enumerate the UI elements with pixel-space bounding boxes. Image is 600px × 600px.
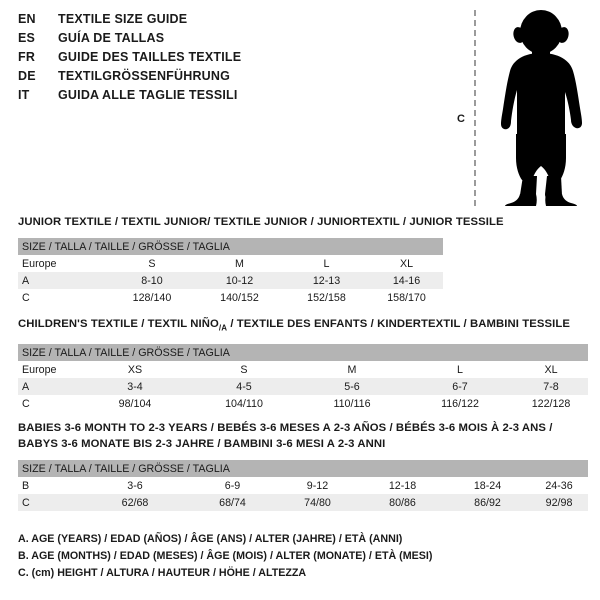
table-header-row: SIZE / TALLA / TAILLE / GRÖSSE / TAGLIA	[18, 344, 589, 362]
section-junior-textile: JUNIOR TEXTILE / TEXTIL JUNIOR/ TEXTILE …	[18, 214, 588, 306]
section-title-junior: JUNIOR TEXTILE / TEXTIL JUNIOR/ TEXTILE …	[18, 216, 504, 228]
table-row: C 128/140 140/152 152/158 158/170	[18, 289, 444, 306]
size-header-label: SIZE / TALLA / TAILLE / GRÖSSE / TAGLIA	[18, 460, 589, 477]
row-label: Europe	[18, 361, 80, 379]
height-dashed-line	[474, 10, 476, 206]
table-cell: 110/116	[298, 395, 406, 413]
table-row: C 62/68 68/74 74/80 80/86 86/92 92/98	[18, 494, 589, 511]
table-cell: 6-9	[190, 477, 275, 494]
table-cell: 128/140	[108, 289, 196, 306]
section-title-children-post: / TEXTILE DES ENFANTS / KINDERTEXTIL / B…	[227, 318, 571, 330]
language-title: TEXTILE SIZE GUIDE	[58, 12, 188, 26]
babies-size-table: SIZE / TALLA / TAILLE / GRÖSSE / TAGLIA …	[18, 460, 589, 511]
table-cell: S	[190, 361, 298, 379]
table-row: A 3-4 4-5 5-6 6-7 7-8	[18, 378, 589, 396]
table-cell: 80/86	[360, 494, 445, 511]
table-cell: 6-7	[406, 378, 514, 396]
language-title: TEXTILGRÖSSENFÜHRUNG	[58, 69, 231, 83]
table-cell: 12-13	[283, 272, 370, 289]
table-row: C 98/104 104/110 110/116 116/122 122/128	[18, 395, 589, 413]
table-row: Europe S M L XL	[18, 255, 444, 272]
toddler-silhouette-icon	[501, 10, 582, 206]
height-figure-block: C	[452, 8, 600, 206]
table-cell: 122/128	[514, 395, 589, 413]
row-label: Europe	[18, 255, 108, 272]
table-row: B 3-6 6-9 9-12 12-18 18-24 24-36	[18, 477, 589, 494]
table-cell: 4-5	[190, 378, 298, 396]
row-label: C	[18, 289, 108, 306]
table-cell: 14-16	[370, 272, 444, 289]
table-cell: XL	[370, 255, 444, 272]
language-code: FR	[18, 50, 36, 64]
size-header-label: SIZE / TALLA / TAILLE / GRÖSSE / TAGLIA	[18, 344, 589, 362]
table-cell: 86/92	[445, 494, 530, 511]
table-cell: XS	[80, 361, 190, 379]
table-header-row: SIZE / TALLA / TAILLE / GRÖSSE / TAGLIA	[18, 238, 444, 255]
table-header-row: SIZE / TALLA / TAILLE / GRÖSSE / TAGLIA	[18, 460, 589, 477]
table-cell: 7-8	[514, 378, 589, 396]
legend-line-b: B. AGE (MONTHS) / EDAD (MESES) / ÂGE (MO…	[18, 550, 433, 562]
section-title-children-pre: CHILDREN'S TEXTILE / TEXTIL NIÑO	[18, 318, 219, 330]
section-title-children: CHILDREN'S TEXTILE / TEXTIL NIÑO/A / TEX…	[18, 316, 588, 336]
table-cell: 92/98	[530, 494, 589, 511]
language-code: ES	[18, 31, 36, 45]
table-cell: 5-6	[298, 378, 406, 396]
table-cell: 158/170	[370, 289, 444, 306]
language-code: EN	[18, 12, 36, 26]
size-header-label: SIZE / TALLA / TAILLE / GRÖSSE / TAGLIA	[18, 238, 444, 255]
table-cell: 152/158	[283, 289, 370, 306]
table-cell: 140/152	[196, 289, 283, 306]
legend-block: A. AGE (YEARS) / EDAD (AÑOS) / ÂGE (ANS)…	[18, 531, 578, 582]
language-row: IT GUIDA ALLE TAGLIE TESSILI	[18, 88, 438, 107]
table-cell: M	[196, 255, 283, 272]
table-cell: 9-12	[275, 477, 360, 494]
section-title-babies-line2: BABYS 3-6 MONATE BIS 2-3 JAHRE / BAMBINI…	[18, 438, 386, 450]
language-row: FR GUIDE DES TAILLES TEXTILE	[18, 50, 438, 69]
children-size-table: SIZE / TALLA / TAILLE / GRÖSSE / TAGLIA …	[18, 344, 589, 413]
language-title-block: EN TEXTILE SIZE GUIDE ES GUÍA DE TALLAS …	[18, 12, 438, 107]
language-title: GUIDA ALLE TAGLIE TESSILI	[58, 88, 238, 102]
table-row: A 8-10 10-12 12-13 14-16	[18, 272, 444, 289]
row-label: C	[18, 395, 80, 413]
section-title-babies-line1: BABIES 3-6 MONTH TO 2-3 YEARS / BEBÉS 3-…	[18, 422, 553, 434]
language-code: IT	[18, 88, 30, 102]
table-cell: L	[283, 255, 370, 272]
table-cell: 104/110	[190, 395, 298, 413]
table-cell: 98/104	[80, 395, 190, 413]
legend-line-a: A. AGE (YEARS) / EDAD (AÑOS) / ÂGE (ANS)…	[18, 533, 403, 545]
legend-line-c: C. (cm) HEIGHT / ALTURA / HAUTEUR / HÖHE…	[18, 567, 307, 579]
section-babies-textile: BABIES 3-6 MONTH TO 2-3 YEARS / BEBÉS 3-…	[18, 420, 589, 511]
language-code: DE	[18, 69, 36, 83]
language-row: EN TEXTILE SIZE GUIDE	[18, 12, 438, 31]
table-cell: 18-24	[445, 477, 530, 494]
table-cell: 3-6	[80, 477, 190, 494]
table-cell: 24-36	[530, 477, 589, 494]
language-title: GUÍA DE TALLAS	[58, 31, 165, 45]
table-row: Europe XS S M L XL	[18, 361, 589, 379]
table-cell: XL	[514, 361, 589, 379]
junior-size-table: SIZE / TALLA / TAILLE / GRÖSSE / TAGLIA …	[18, 238, 444, 306]
table-cell: 10-12	[196, 272, 283, 289]
table-cell: 116/122	[406, 395, 514, 413]
height-marker-label: C	[457, 113, 465, 125]
language-row: ES GUÍA DE TALLAS	[18, 31, 438, 50]
section-title-children-sub: /A	[218, 323, 228, 333]
table-cell: M	[298, 361, 406, 379]
row-label: C	[18, 494, 80, 511]
table-cell: 12-18	[360, 477, 445, 494]
table-cell: 8-10	[108, 272, 196, 289]
table-cell: 68/74	[190, 494, 275, 511]
table-cell: L	[406, 361, 514, 379]
table-cell: 62/68	[80, 494, 190, 511]
row-label: A	[18, 378, 80, 396]
row-label: B	[18, 477, 80, 494]
row-label: A	[18, 272, 108, 289]
section-children-textile: CHILDREN'S TEXTILE / TEXTIL NIÑO/A / TEX…	[18, 316, 589, 413]
language-row: DE TEXTILGRÖSSENFÜHRUNG	[18, 69, 438, 88]
language-title: GUIDE DES TAILLES TEXTILE	[58, 50, 242, 64]
table-cell: 3-4	[80, 378, 190, 396]
table-cell: S	[108, 255, 196, 272]
table-cell: 74/80	[275, 494, 360, 511]
